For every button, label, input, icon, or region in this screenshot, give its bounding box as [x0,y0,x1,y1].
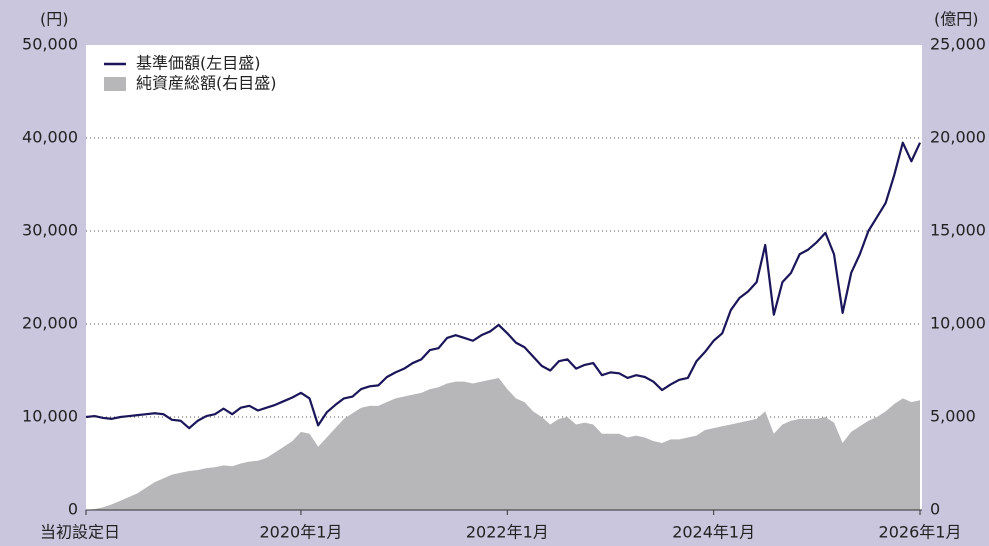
y2-tick-label: 10,000 [930,314,986,333]
y-tick-label: 40,000 [22,128,78,147]
x-tick-label: 2022年1月 [466,523,549,542]
y-tick-label: 50,000 [22,35,78,54]
x-tick-label: 2020年1月 [259,523,342,542]
y2-tick-label: 0 [930,500,940,519]
x-tick-label: 2024年1月 [672,523,755,542]
y2-unit: (億円) [934,10,979,29]
y2-tick-label: 5,000 [930,407,976,426]
legend-label: 基準価額(左目盛) [136,54,261,73]
x-tick-label: 2026年1月 [879,523,962,542]
y-tick-label: 30,000 [22,221,78,240]
legend-swatch [104,77,126,91]
legend-label: 純資産総額(右目盛) [136,74,277,93]
y-tick-label: 0 [68,500,78,519]
y2-tick-label: 25,000 [930,35,986,54]
y2-tick-label: 15,000 [930,221,986,240]
area [86,377,920,510]
y2-tick-label: 20,000 [930,128,986,147]
y-tick-label: 20,000 [22,314,78,333]
y-tick-label: 10,000 [22,407,78,426]
y-unit: (円) [40,10,69,29]
line [85,141,921,430]
x-tick-label: 当初設定日 [40,523,120,542]
